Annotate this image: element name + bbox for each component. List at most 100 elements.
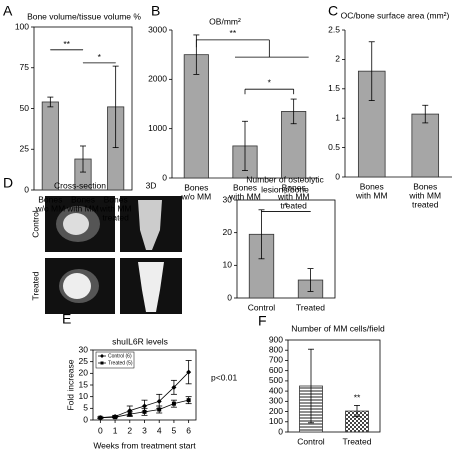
x-tick-label: treated xyxy=(280,200,307,210)
chart-title: OB/mm² xyxy=(209,16,241,26)
marker xyxy=(156,398,162,404)
x-tick-label: with MM xyxy=(408,190,441,200)
panel-letter: B xyxy=(151,3,160,19)
image-row-label: Treated xyxy=(30,271,40,300)
y-tick-label: 2 xyxy=(335,54,340,64)
chart-title: Bone volume/tissue volume % xyxy=(27,11,141,21)
marker xyxy=(142,409,147,414)
y-tick-label: 30 xyxy=(223,194,233,204)
chart-title: OC/bone surface area (mm²) xyxy=(341,10,450,20)
image-row-label: Control xyxy=(30,210,40,238)
x-tick-label: 6 xyxy=(186,425,191,435)
y-tick-label: 1000 xyxy=(148,123,167,133)
y-tick-label: 800 xyxy=(269,344,283,354)
x-tick-label: with MM xyxy=(277,191,310,201)
marker xyxy=(171,401,176,406)
error-bar xyxy=(354,405,360,418)
x-tick-label: Bones xyxy=(233,182,257,192)
error-bar xyxy=(422,104,429,124)
chart-title: Number of osteolytic xyxy=(246,174,324,184)
y-tick-label: 3000 xyxy=(148,24,167,34)
y-tick-label: 0 xyxy=(227,292,232,302)
x-axis-label: Weeks from treatment start xyxy=(93,440,196,450)
y-tick-label: 0 xyxy=(335,171,340,181)
legend-label: Control (6) xyxy=(108,353,132,359)
y-tick-label: 0.5 xyxy=(328,142,340,152)
x-tick-label: w/o MM xyxy=(34,203,65,213)
x-tick-label: 5 xyxy=(172,425,177,435)
panel-letter: A xyxy=(3,3,13,19)
y-tick-label: 25 xyxy=(79,356,89,366)
error-bar xyxy=(290,98,297,125)
x-tick-label: 1 xyxy=(113,425,118,435)
significance: * xyxy=(98,52,102,62)
x-tick-label: with MM xyxy=(66,203,99,213)
x-tick-label: with MM xyxy=(228,191,261,201)
y-tick-label: 10 xyxy=(79,391,89,401)
y-axis-label: Fold increase xyxy=(65,359,75,410)
y-tick-label: 50 xyxy=(20,103,30,113)
bar xyxy=(183,54,209,179)
image-column-label: Cross-section xyxy=(54,180,106,190)
marker xyxy=(127,412,132,417)
x-tick-label: 0 xyxy=(98,425,103,435)
x-tick-label: Bones xyxy=(71,194,95,204)
y-tick-label: 20 xyxy=(223,227,233,237)
y-tick-label: 100 xyxy=(15,21,29,31)
marker xyxy=(186,369,192,375)
y-tick-label: 2.5 xyxy=(328,24,340,34)
significance: * xyxy=(268,77,272,87)
legend-box xyxy=(95,351,135,369)
error-bar xyxy=(258,209,265,260)
y-tick-label: 30 xyxy=(79,344,89,354)
x-tick-label: treated xyxy=(102,212,129,222)
y-tick-label: 1 xyxy=(335,112,340,122)
x-tick-label: Control xyxy=(248,302,276,312)
chart-title: lesions/bone xyxy=(261,184,309,194)
panel-letter: F xyxy=(258,313,267,329)
y-tick-label: 100 xyxy=(269,416,283,426)
y-tick-label: 0 xyxy=(83,414,88,424)
significance: ** xyxy=(354,393,361,403)
bar xyxy=(41,101,59,191)
x-tick-label: Control xyxy=(297,436,325,446)
bar xyxy=(411,113,440,178)
y-tick-label: 200 xyxy=(269,406,283,416)
panel-letter: E xyxy=(62,311,71,327)
marker xyxy=(157,407,162,412)
y-tick-label: 500 xyxy=(269,375,283,385)
y-tick-label: 10 xyxy=(223,260,233,270)
x-tick-label: Bones xyxy=(184,182,208,192)
x-tick-label: with MM xyxy=(99,203,132,213)
significance: ** xyxy=(230,28,237,38)
panel-letter: C xyxy=(328,3,338,19)
x-tick-label: 4 xyxy=(157,425,162,435)
y-tick-label: 2000 xyxy=(148,74,167,84)
plot-frame xyxy=(287,339,381,433)
significance: ** xyxy=(63,39,70,49)
image-column-label: 3D xyxy=(146,180,157,190)
y-tick-label: 700 xyxy=(269,355,283,365)
x-tick-label: Treated xyxy=(343,436,372,446)
y-tick-label: 0 xyxy=(278,426,283,436)
y-tick-label: 400 xyxy=(269,385,283,395)
y-tick-label: 300 xyxy=(269,396,283,406)
error-bar xyxy=(307,268,314,292)
y-tick-label: 600 xyxy=(269,365,283,375)
x-tick-label: with MM xyxy=(355,190,388,200)
plot-frame xyxy=(236,199,336,299)
y-tick-label: 25 xyxy=(20,144,30,154)
legend-label: Treated (5) xyxy=(108,360,133,366)
y-tick-label: 75 xyxy=(20,62,30,72)
x-tick-label: 3 xyxy=(142,425,147,435)
y-tick-label: 1.5 xyxy=(328,83,340,93)
y-tick-label: 20 xyxy=(79,368,89,378)
y-tick-label: 15 xyxy=(79,379,89,389)
x-tick-label: w/o MM xyxy=(180,191,211,201)
annotation: p<0.01 xyxy=(211,372,238,382)
error-bar xyxy=(80,145,86,173)
ct-images xyxy=(45,196,182,314)
marker xyxy=(186,398,191,403)
x-tick-label: 2 xyxy=(127,425,132,435)
